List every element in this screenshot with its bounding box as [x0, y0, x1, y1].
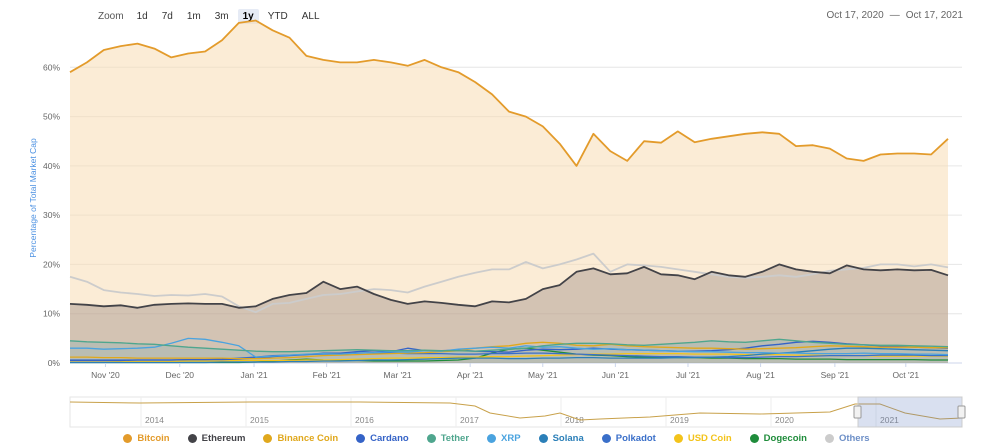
legend-item-ethereum[interactable]: Ethereum — [187, 433, 246, 444]
date-range-from[interactable]: Oct 17, 2020 — [826, 10, 884, 21]
legend-label: USD Coin — [687, 433, 732, 444]
series-areas — [70, 20, 948, 363]
navigator-year-label: 2014 — [145, 415, 164, 425]
x-tick-label: Jun '21 — [602, 370, 629, 380]
legend-label: Ethereum — [201, 433, 246, 444]
zoom-toolbar: Zoom 1d 7d 1m 3m 1y YTD ALL — [98, 8, 325, 24]
legend-label: Cardano — [370, 433, 409, 444]
line-xrp — [70, 337, 949, 358]
legend-item-xrp[interactable]: XRP — [487, 433, 521, 444]
x-tick-label: May '21 — [528, 370, 558, 380]
navigator-year-label: 2020 — [775, 415, 794, 425]
zoom-1y-button[interactable]: 1y — [237, 8, 259, 24]
legend-dot-icon — [123, 434, 133, 443]
legend-dot-icon — [356, 434, 366, 443]
legend-dot-icon — [487, 434, 497, 443]
x-tick-label: Mar '21 — [384, 370, 412, 380]
legend-item-tether[interactable]: Tether — [426, 433, 470, 444]
navigator-year-label: 2019 — [670, 415, 689, 425]
line-cardano — [70, 340, 949, 362]
legend-item-bitcoin[interactable]: Bitcoin — [123, 433, 170, 444]
line-others — [69, 252, 949, 314]
legend-label: Bitcoin — [137, 433, 170, 444]
legend-dot-icon — [673, 434, 683, 443]
y-axis-ticks: 0% 10% 20% 30% 40% 50% 60% — [43, 62, 60, 368]
navigator-handle-right[interactable] — [957, 405, 966, 419]
zoom-ytd-button[interactable]: YTD — [267, 10, 288, 22]
zoom-1m-button[interactable]: 1m — [186, 10, 201, 22]
legend-label: Polkadot — [615, 433, 656, 444]
navigator[interactable]: 2014 2015 2016 2017 2018 2019 2020 2021 — [69, 396, 966, 428]
y-tick-label: 10% — [43, 309, 60, 319]
x-tick-label: Dec '20 — [165, 370, 194, 380]
legend-label: Others — [838, 433, 870, 444]
legend-label: Binance Coin — [277, 433, 339, 444]
x-tick-label: Feb '21 — [313, 370, 341, 380]
legend-dot-icon — [187, 434, 197, 443]
navigator-year-label: 2017 — [460, 415, 479, 425]
x-tick-label: Sep '21 — [821, 370, 850, 380]
navigator-year-label: 2015 — [250, 415, 269, 425]
line-binance-coin — [70, 341, 948, 360]
navigator-series — [69, 401, 963, 421]
navigator-handle-left[interactable] — [853, 405, 862, 419]
legend-label: Tether — [440, 433, 470, 444]
legend-dot-icon — [824, 434, 834, 443]
y-tick-label: 30% — [43, 210, 60, 220]
legend-item-usd-coin[interactable]: USD Coin — [673, 433, 732, 444]
navigator-year-label: 2018 — [565, 415, 584, 425]
legend-dot-icon — [538, 434, 548, 443]
legend-label: Dogecoin — [763, 433, 807, 444]
legend-label: Solana — [552, 433, 584, 444]
line-tether — [69, 338, 949, 353]
legend-item-polkadot[interactable]: Polkadot — [601, 433, 656, 444]
zoom-7d-button[interactable]: 7d — [161, 10, 173, 22]
line-ethereum — [69, 263, 949, 309]
legend-item-solana[interactable]: Solana — [538, 433, 584, 444]
x-tick-label: Jul '21 — [676, 370, 701, 380]
x-tick-label: Nov '20 — [91, 370, 120, 380]
series-lines — [69, 19, 949, 364]
zoom-all-button[interactable]: ALL — [301, 10, 320, 22]
navigator-year-label: 2021 — [880, 415, 899, 425]
x-axis-ticks: Nov '20 Dec '20 Jan '21 Feb '21 Mar '21 Apr '… — [91, 363, 919, 380]
zoom-label: Zoom — [98, 10, 124, 22]
navigator-selection[interactable] — [857, 396, 963, 428]
x-tick-label: Apr '21 — [457, 370, 484, 380]
y-tick-label: 50% — [43, 112, 60, 122]
line-solana — [70, 347, 949, 364]
legend-item-others[interactable]: Others — [824, 433, 870, 444]
x-tick-label: Jan '21 — [240, 370, 267, 380]
line-bitcoin — [69, 19, 949, 167]
legend-item-binance-coin[interactable]: Binance Coin — [263, 433, 338, 444]
y-tick-label: 40% — [43, 161, 60, 171]
date-range-to[interactable]: Oct 17, 2021 — [905, 10, 963, 21]
legend-dot-icon — [263, 434, 273, 443]
legend-item-cardano[interactable]: Cardano — [356, 433, 409, 444]
legend-dot-icon — [426, 434, 436, 443]
legend-dot-icon — [749, 434, 759, 443]
y-axis-label: Percentage of Total Market Cap — [28, 138, 38, 258]
navigator-year-label: 2016 — [355, 415, 374, 425]
x-tick-label: Aug '21 — [746, 370, 775, 380]
zoom-1d-button[interactable]: 1d — [136, 10, 148, 22]
y-tick-label: 0% — [48, 358, 61, 368]
line-usd-coin — [70, 352, 948, 363]
date-range: Oct 17, 2020 — Oct 17, 2021 — [826, 10, 963, 21]
legend-item-dogecoin[interactable]: Dogecoin — [749, 433, 807, 444]
x-tick-label: Oct '21 — [892, 370, 919, 380]
date-range-separator: — — [889, 10, 900, 21]
zoom-3m-button[interactable]: 3m — [214, 10, 229, 22]
legend-label: XRP — [501, 433, 521, 444]
area-ethereum — [70, 264, 948, 363]
y-tick-label: 20% — [43, 259, 60, 269]
legend: Bitcoin Ethereum Binance Coin Cardano Tether… — [0, 433, 993, 444]
legend-dot-icon — [601, 434, 611, 443]
y-tick-label: 60% — [43, 62, 60, 72]
